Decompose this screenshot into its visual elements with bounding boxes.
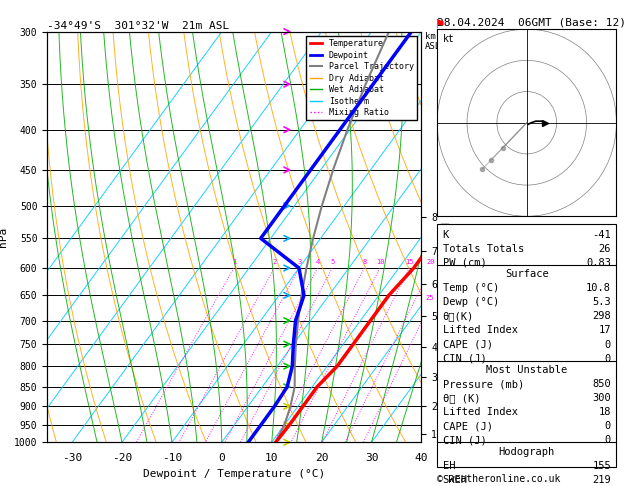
Text: CIN (J): CIN (J) <box>443 435 486 445</box>
FancyBboxPatch shape <box>437 224 616 467</box>
Text: 18: 18 <box>599 407 611 417</box>
Text: -20: -20 <box>112 452 132 463</box>
Text: 1: 1 <box>231 259 236 265</box>
Text: 10.8: 10.8 <box>586 283 611 293</box>
Y-axis label: hPa: hPa <box>0 227 8 247</box>
Text: 2: 2 <box>272 259 276 265</box>
Text: ⚑: ⚑ <box>435 17 443 31</box>
Text: CAPE (J): CAPE (J) <box>443 340 493 349</box>
Text: 298: 298 <box>593 312 611 321</box>
Text: 0: 0 <box>605 435 611 445</box>
Text: 20: 20 <box>426 259 435 265</box>
Text: Most Unstable: Most Unstable <box>486 365 567 375</box>
Text: 850: 850 <box>593 379 611 389</box>
Text: Pressure (mb): Pressure (mb) <box>443 379 524 389</box>
Text: -34°49'S  301°32'W  21m ASL: -34°49'S 301°32'W 21m ASL <box>47 21 230 31</box>
Text: Dewpoint / Temperature (°C): Dewpoint / Temperature (°C) <box>143 469 325 479</box>
Text: 10: 10 <box>376 259 384 265</box>
Text: Totals Totals: Totals Totals <box>443 243 524 254</box>
Text: CAPE (J): CAPE (J) <box>443 421 493 431</box>
Text: 10: 10 <box>265 452 279 463</box>
Text: Surface: Surface <box>505 269 548 279</box>
Text: 30: 30 <box>365 452 378 463</box>
Text: 17: 17 <box>599 326 611 335</box>
Text: LCL: LCL <box>437 420 452 429</box>
Text: -41: -41 <box>593 229 611 240</box>
Text: Hodograph: Hodograph <box>499 447 555 457</box>
Text: 300: 300 <box>593 393 611 403</box>
Text: 5: 5 <box>330 259 335 265</box>
Text: 28.04.2024  06GMT (Base: 12): 28.04.2024 06GMT (Base: 12) <box>437 17 626 27</box>
Text: EH: EH <box>443 461 455 471</box>
Text: 4: 4 <box>316 259 320 265</box>
Text: 40: 40 <box>415 452 428 463</box>
Text: -30: -30 <box>62 452 82 463</box>
Text: 3: 3 <box>297 259 301 265</box>
Text: Lifted Index: Lifted Index <box>443 407 518 417</box>
Text: CIN (J): CIN (J) <box>443 354 486 364</box>
Text: 155: 155 <box>593 461 611 471</box>
Y-axis label: Mixing Ratio (g/kg): Mixing Ratio (g/kg) <box>438 181 448 293</box>
Text: 25: 25 <box>426 295 434 301</box>
Text: 26: 26 <box>599 243 611 254</box>
Text: θᴄ (K): θᴄ (K) <box>443 393 480 403</box>
Text: 0: 0 <box>605 354 611 364</box>
Text: 15: 15 <box>405 259 414 265</box>
Text: Dewp (°C): Dewp (°C) <box>443 297 499 307</box>
Text: 8: 8 <box>362 259 366 265</box>
Text: 0: 0 <box>218 452 225 463</box>
Text: © weatheronline.co.uk: © weatheronline.co.uk <box>437 473 560 484</box>
Text: Lifted Index: Lifted Index <box>443 326 518 335</box>
Text: 0.83: 0.83 <box>586 258 611 268</box>
Text: θᴄ(K): θᴄ(K) <box>443 312 474 321</box>
Text: 0: 0 <box>605 421 611 431</box>
Text: K: K <box>443 229 448 240</box>
Legend: Temperature, Dewpoint, Parcel Trajectory, Dry Adiabat, Wet Adiabat, Isotherm, Mi: Temperature, Dewpoint, Parcel Trajectory… <box>306 36 417 121</box>
Text: kt: kt <box>443 34 455 44</box>
Text: 20: 20 <box>315 452 328 463</box>
Text: -10: -10 <box>162 452 182 463</box>
Text: 219: 219 <box>593 475 611 485</box>
Text: km
ASL: km ASL <box>425 32 442 51</box>
Text: Temp (°C): Temp (°C) <box>443 283 499 293</box>
Text: 0: 0 <box>605 340 611 349</box>
Text: PW (cm): PW (cm) <box>443 258 486 268</box>
Text: 5.3: 5.3 <box>593 297 611 307</box>
Text: SREH: SREH <box>443 475 467 485</box>
